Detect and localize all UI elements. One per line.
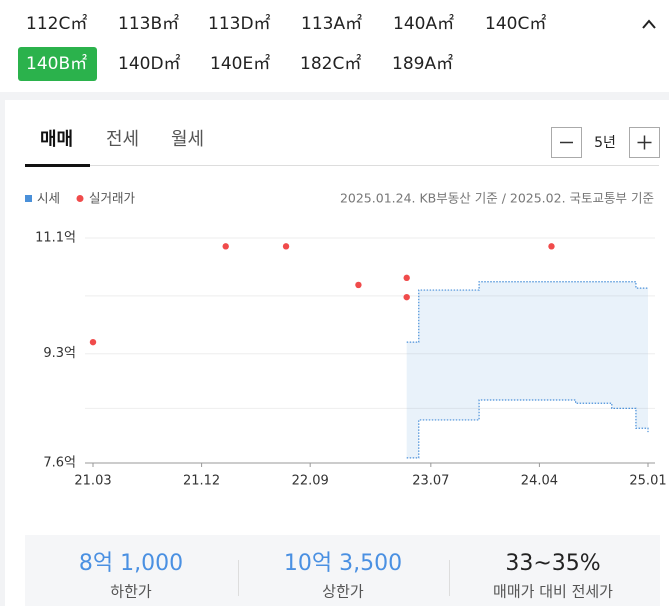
x-tick-label: 22.09 [292,474,329,489]
collapse-icon[interactable] [642,19,656,29]
size-panel [0,0,669,92]
price-band [406,281,648,458]
transaction-dot [282,243,290,250]
x-tick-label: 24.04 [521,474,558,489]
divider [449,560,450,596]
period: 5년 [594,135,616,151]
x-tick-label: 21.03 [74,474,111,489]
summary-label: 매매가 대비 전세가 [493,583,613,601]
size-option[interactable]: 140D㎡ [118,54,181,74]
size-option[interactable]: 113A㎡ [301,14,362,34]
selected-size-button[interactable] [18,47,97,81]
size-option[interactable]: 140A㎡ [393,14,454,34]
size-option[interactable]: 189A㎡ [392,54,453,74]
summary-value: 10억 3,500 [284,551,402,576]
y-tick-label: 9.3억 [43,346,76,361]
transaction-dot [222,243,229,250]
size-option[interactable]: 140C㎡ [485,14,546,34]
source-note: 2025.01.24. KB부동산 기준 / 2025.02. 국토교통부 기준 [340,191,654,206]
card [5,100,669,606]
size-option[interactable]: 113D㎡ [208,14,271,34]
tab[interactable]: 월세 [171,129,204,150]
legend-label: 시세 [37,191,60,206]
tab[interactable]: 매매 [40,129,73,150]
divider [238,560,239,596]
y-tick-label: 11.1억 [35,231,76,246]
x-tick-label: 25.01 [629,474,666,489]
size-option[interactable]: 140E㎡ [210,54,270,74]
summary-label: 하한가 [110,583,152,601]
tab[interactable]: 전세 [106,129,139,150]
transaction-dot [355,281,362,289]
transaction-dot [89,338,97,346]
size-option[interactable]: 182C㎡ [300,54,361,74]
lower-line [406,399,649,459]
summary-value: 33~35% [505,551,600,576]
summary-box [25,535,660,606]
transaction-dot [403,293,410,301]
legend-swatch [25,195,32,202]
size-option[interactable]: 112C㎡ [26,14,87,34]
size-option[interactable]: 113B㎡ [118,14,179,34]
tab-underline [25,164,90,167]
plus-button[interactable] [629,127,660,158]
plus-icon [637,135,652,150]
y-tick-label: 7.6억 [43,456,76,471]
legend-label: 실거래가 [89,191,136,206]
x-tick-label: 23.07 [412,474,449,489]
legend-swatch [76,195,84,202]
summary-value: 8억 1,000 [79,551,183,576]
transaction-dot [403,274,410,282]
transaction-dot [548,243,555,250]
summary-label: 상한가 [322,583,364,601]
size-option[interactable]: 140B㎡ [26,54,87,74]
x-tick-label: 21.12 [183,474,220,489]
upper-line [406,281,648,343]
tab-divider [25,165,659,166]
